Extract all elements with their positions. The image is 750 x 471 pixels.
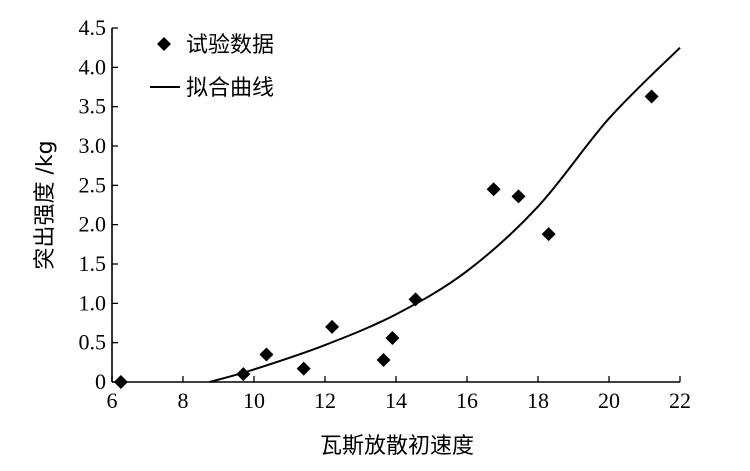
x-tick-label: 14	[385, 388, 407, 413]
legend-label-test-data: 试验数据	[186, 33, 274, 58]
data-point	[541, 227, 556, 242]
data-point	[511, 189, 526, 204]
x-tick-label: 18	[527, 388, 549, 413]
x-axis-title: 瓦斯放散初速度	[320, 434, 474, 459]
y-tick-label: 3.5	[79, 94, 107, 119]
legend: 试验数据 拟合曲线	[150, 33, 274, 101]
data-point	[644, 89, 659, 104]
x-tick-label: 16	[456, 388, 478, 413]
data-point	[113, 375, 128, 389]
data-point	[236, 367, 251, 382]
data-point	[296, 361, 311, 376]
x-axis-ticks: 6 8 10 12 14 16 18 20 22	[107, 376, 691, 413]
x-tick-label: 20	[598, 388, 620, 413]
legend-label-fit-curve: 拟合曲线	[186, 76, 274, 101]
y-tick-label: 0.5	[79, 330, 107, 355]
y-tick-label: 4.0	[79, 54, 107, 79]
data-point	[376, 352, 391, 367]
y-axis-ticks: 0 0.5 1.0 1.5 2.0 2.5 3.0 3.5 4.0 4.5	[79, 15, 118, 394]
data-point	[408, 292, 423, 307]
fit-curve	[209, 46, 681, 383]
x-tick-label: 10	[243, 388, 265, 413]
data-point	[385, 330, 400, 345]
y-tick-label: 1.5	[79, 251, 107, 276]
y-tick-label: 2.0	[79, 212, 107, 237]
legend-diamond-marker	[157, 37, 171, 51]
data-point	[486, 182, 501, 197]
y-tick-label: 4.5	[79, 15, 107, 40]
data-points-layer	[113, 89, 659, 389]
data-point	[325, 319, 340, 334]
y-tick-label: 1.0	[79, 290, 107, 315]
x-tick-label: 8	[178, 388, 189, 413]
x-tick-label: 6	[107, 388, 118, 413]
x-tick-label: 12	[314, 388, 336, 413]
x-tick-label: 22	[669, 388, 691, 413]
y-tick-label: 2.5	[79, 172, 107, 197]
y-tick-label: 0	[95, 369, 106, 394]
fit-curve-layer	[209, 46, 681, 383]
data-point	[259, 347, 274, 362]
y-tick-label: 3.0	[79, 133, 107, 158]
y-axis-title: 突出强度 /kg	[33, 140, 58, 269]
